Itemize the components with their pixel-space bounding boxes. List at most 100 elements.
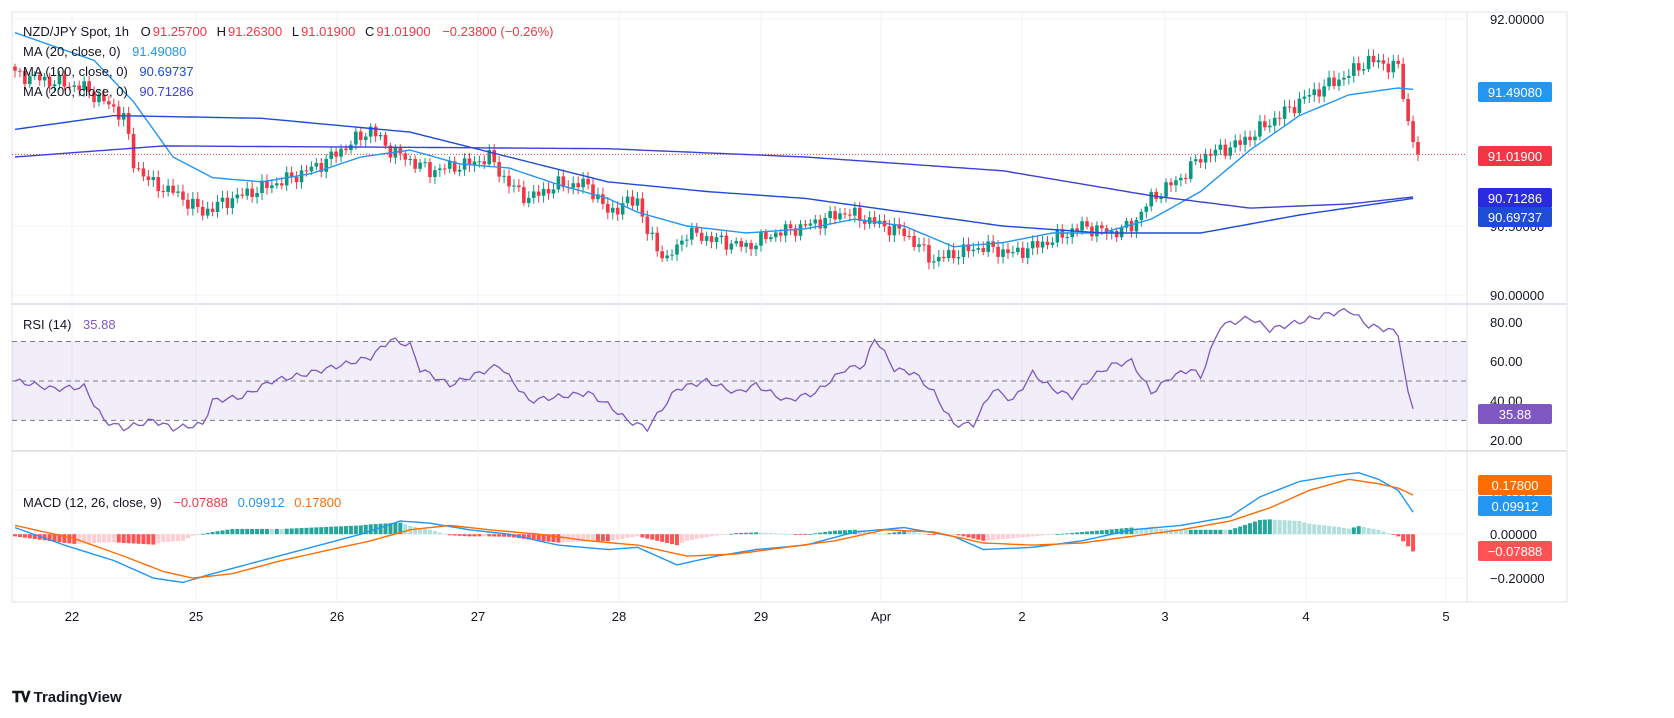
candle-body <box>467 158 472 166</box>
candle-body <box>546 188 551 194</box>
macd-histogram-bar <box>1129 527 1134 535</box>
macd-histogram-bar <box>457 534 462 536</box>
macd-histogram-bar <box>304 527 309 535</box>
candle-body <box>1307 95 1312 97</box>
macd-histogram-bar <box>1257 519 1262 535</box>
candle-body <box>927 245 931 263</box>
macd-histogram-bar <box>1332 526 1337 535</box>
signal-value-badge: 0.17800 <box>1478 475 1552 495</box>
candle-body <box>1179 177 1183 181</box>
x-tick-label: 26 <box>330 609 344 624</box>
macd-histogram-bar <box>190 534 195 536</box>
macd-histogram-bar <box>966 534 971 538</box>
candle-body <box>650 232 655 234</box>
candle-body <box>798 224 803 236</box>
macd-histogram-bar <box>1104 529 1109 535</box>
candle-body <box>517 185 521 188</box>
candle-body <box>1287 106 1292 108</box>
candle-body <box>887 226 892 236</box>
candle-body <box>126 112 131 134</box>
candle-body <box>23 70 27 85</box>
macd-histogram-bar <box>907 531 912 535</box>
candle-body <box>87 81 91 92</box>
macd-histogram-bar <box>1173 529 1178 535</box>
macd-histogram-bar <box>729 533 734 535</box>
candle-body <box>250 188 254 197</box>
macd-histogram-bar <box>921 533 926 535</box>
macd-histogram-bar <box>418 527 423 535</box>
macd-tick-label: −0.20000 <box>1490 571 1545 586</box>
macd-histogram-bar <box>1070 532 1075 535</box>
candle-body <box>1090 226 1094 237</box>
macd-histogram-bar <box>92 534 97 543</box>
macd-histogram-bar <box>77 534 82 544</box>
macd-histogram-bar <box>176 534 181 542</box>
change-value: −0.23800 (−0.26%) <box>442 24 554 39</box>
macd-histogram-bar <box>655 534 660 541</box>
macd-histogram-bar <box>763 532 768 535</box>
candle-body <box>1020 247 1025 258</box>
candle-body <box>112 104 116 107</box>
candle-body <box>1347 75 1351 78</box>
candle-body <box>536 191 541 196</box>
candle-body <box>1243 136 1247 145</box>
rsi-line <box>14 307 1414 433</box>
candle-body <box>1169 182 1173 186</box>
macd-histogram-bar <box>403 524 408 535</box>
candle-body <box>1272 117 1277 126</box>
macd-histogram-bar <box>744 532 749 535</box>
candle-body <box>1267 125 1272 128</box>
macd-histogram-bar <box>1094 530 1099 535</box>
macd-histogram-bar <box>838 530 843 535</box>
macd-histogram-bar <box>546 534 551 542</box>
macd-histogram-bar <box>798 534 803 535</box>
candle-body <box>186 199 190 209</box>
macd-histogram-bar <box>576 534 581 542</box>
macd-histogram-bar <box>1040 534 1045 536</box>
macd-histogram-bar <box>541 534 546 542</box>
macd-histogram-bar <box>383 523 388 535</box>
candle-body <box>230 198 235 209</box>
candle-body <box>191 198 195 209</box>
macd-histogram-bar <box>220 530 225 535</box>
ma100-price-badge-bg <box>1478 207 1552 227</box>
candle-body <box>941 256 946 259</box>
candle-body <box>1277 117 1282 119</box>
candle-body <box>1361 69 1366 71</box>
macd-histogram-bar <box>260 528 265 535</box>
macd-histogram-bar <box>215 531 220 535</box>
macd-histogram-bar <box>96 534 101 543</box>
candle-body <box>655 232 660 252</box>
macd-histogram-bar <box>255 528 260 535</box>
candle-body <box>1065 237 1070 239</box>
candle-body <box>729 243 734 250</box>
candle-body <box>956 257 961 259</box>
macd-histogram-bar <box>1317 524 1322 535</box>
candle-body <box>363 136 368 140</box>
candle-body <box>1188 161 1193 179</box>
candle-body <box>591 184 595 200</box>
tradingview-logo: 𝐓𝐕 TradingView <box>12 689 122 706</box>
macd-histogram-bar <box>1351 527 1356 535</box>
candle-body <box>378 134 383 137</box>
macd-histogram-bar <box>1327 525 1332 535</box>
candle-body <box>324 158 329 172</box>
macd-histogram-bar <box>581 534 586 542</box>
candle-body <box>1100 225 1104 229</box>
macd-value-badge-text: 0.09912 <box>1492 499 1539 514</box>
macd-histogram-bar <box>571 534 576 542</box>
candle-body <box>438 168 442 171</box>
macd-histogram-bar <box>240 528 245 535</box>
candle-body <box>966 244 971 252</box>
macd-histogram-bar <box>462 534 467 537</box>
rsi-label: RSI (14) <box>23 317 72 332</box>
candle-body <box>1282 106 1287 119</box>
candle-body <box>1381 60 1386 64</box>
candle-body <box>1302 96 1307 99</box>
macd-histogram-bar <box>857 530 862 535</box>
candle-body <box>522 187 526 203</box>
macd-histogram-bar <box>368 524 373 535</box>
candle-body <box>339 148 343 157</box>
hist-value-badge: −0.07888 <box>1478 541 1552 561</box>
